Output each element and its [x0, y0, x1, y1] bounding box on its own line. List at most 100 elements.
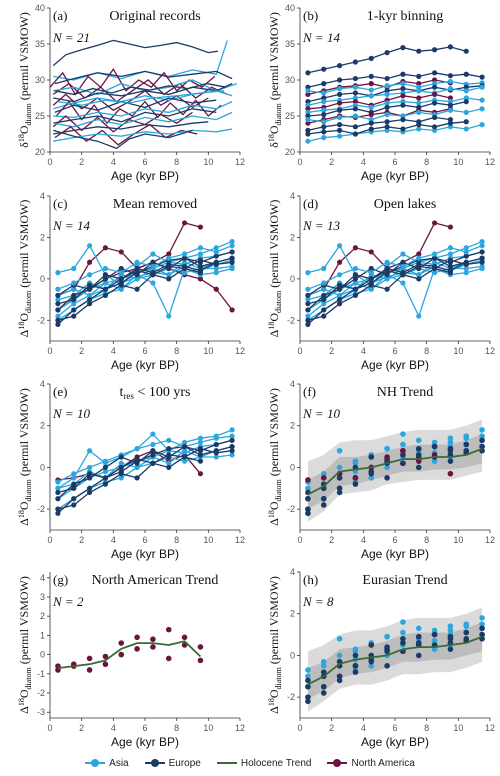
data-point — [415, 640, 422, 646]
data-point — [447, 251, 454, 257]
legend-swatch — [144, 758, 165, 768]
x-tick-label: 4 — [111, 157, 116, 167]
data-point — [368, 270, 374, 276]
data-point — [416, 88, 422, 94]
data-point — [86, 259, 93, 265]
data-point — [134, 259, 140, 265]
series-line — [307, 108, 483, 123]
data-point — [150, 448, 156, 454]
trend-line — [57, 640, 202, 669]
data-point — [400, 629, 406, 636]
panel-tag: (f) — [303, 384, 316, 399]
legend-label: Asia — [109, 757, 129, 769]
trend-line — [307, 635, 483, 686]
data-point — [368, 470, 375, 477]
x-axis-label: Age (kyr BP) — [361, 358, 429, 372]
data-point — [102, 469, 109, 475]
series-line — [307, 72, 483, 88]
data-point — [384, 633, 390, 640]
x-tick-label: 8 — [424, 157, 429, 167]
data-point — [229, 259, 235, 265]
data-point — [181, 634, 188, 641]
data-point — [416, 122, 422, 128]
panel-h: 0 2 4 6 8 10 12 -2 0 2 4 Age (kyr BP) Δ18Odiatom (pe… — [267, 567, 495, 749]
data-point — [463, 71, 469, 77]
series-line — [307, 257, 483, 311]
series-line — [53, 108, 217, 124]
data-point — [229, 265, 235, 272]
legend-item: Holocene Trend — [216, 758, 311, 769]
data-point — [86, 292, 93, 299]
series-line — [307, 240, 483, 286]
data-point — [463, 623, 470, 630]
data-point — [384, 111, 390, 118]
data-point — [463, 88, 469, 94]
data-point — [305, 91, 311, 97]
data-point — [479, 74, 485, 80]
data-point — [71, 292, 77, 299]
data-point — [229, 433, 235, 439]
data-point — [447, 73, 454, 79]
data-point — [181, 448, 188, 454]
data-point — [71, 502, 77, 508]
data-point — [336, 243, 343, 249]
data-point — [197, 224, 204, 230]
data-point — [415, 652, 422, 659]
series-line — [57, 240, 233, 286]
data-point — [229, 238, 235, 245]
data-point — [447, 470, 454, 477]
data-point — [416, 272, 422, 278]
y-tick-label: -1 — [37, 669, 45, 679]
data-point — [368, 265, 374, 272]
data-point — [352, 265, 359, 272]
y-tick-label: 20 — [35, 147, 45, 157]
series-line — [54, 70, 233, 85]
data-point — [400, 113, 406, 119]
data-point — [336, 127, 343, 133]
data-point — [102, 276, 109, 282]
series-line — [57, 90, 225, 106]
data-point — [479, 631, 485, 638]
n-label: N = 14 — [302, 30, 340, 45]
series-line — [52, 79, 228, 103]
y-tick-label: 2 — [290, 232, 295, 242]
data-point — [416, 313, 422, 319]
data-point — [305, 113, 311, 119]
data-point — [352, 646, 359, 652]
data-point — [305, 506, 311, 512]
data-point — [463, 119, 469, 125]
data-point — [352, 663, 359, 669]
data-point — [305, 292, 311, 299]
panel-e: 0 2 4 6 8 10 12 -2 0 2 4 Age (kyr BP) Δ18Odiatom (pe… — [17, 379, 245, 561]
data-point — [352, 102, 359, 108]
data-point — [479, 615, 485, 621]
data-point — [197, 435, 204, 441]
data-point — [431, 114, 438, 121]
data-point — [55, 301, 61, 307]
data-point — [416, 100, 422, 106]
x-tick-label: 0 — [47, 157, 52, 167]
y-tick-label: -2 — [287, 315, 295, 325]
data-point — [400, 272, 406, 278]
data-point — [352, 131, 359, 137]
data-point — [447, 439, 454, 446]
data-point — [352, 286, 359, 292]
data-point — [368, 282, 374, 288]
data-point — [150, 460, 156, 466]
x-tick-label: 4 — [361, 535, 366, 545]
data-point — [463, 249, 469, 255]
y-tick-label: 0 — [290, 462, 295, 472]
data-point — [86, 464, 93, 471]
series-line — [57, 445, 233, 510]
data-point — [305, 120, 311, 126]
panel-title: NH Trend — [377, 385, 433, 400]
series-line — [307, 245, 483, 290]
series-line — [54, 97, 217, 114]
x-tick-label: 8 — [174, 346, 179, 356]
data-point — [463, 99, 469, 105]
y-tick-label: 4 — [290, 191, 295, 201]
data-point — [447, 646, 454, 652]
data-point — [213, 286, 219, 292]
data-point — [102, 661, 109, 668]
